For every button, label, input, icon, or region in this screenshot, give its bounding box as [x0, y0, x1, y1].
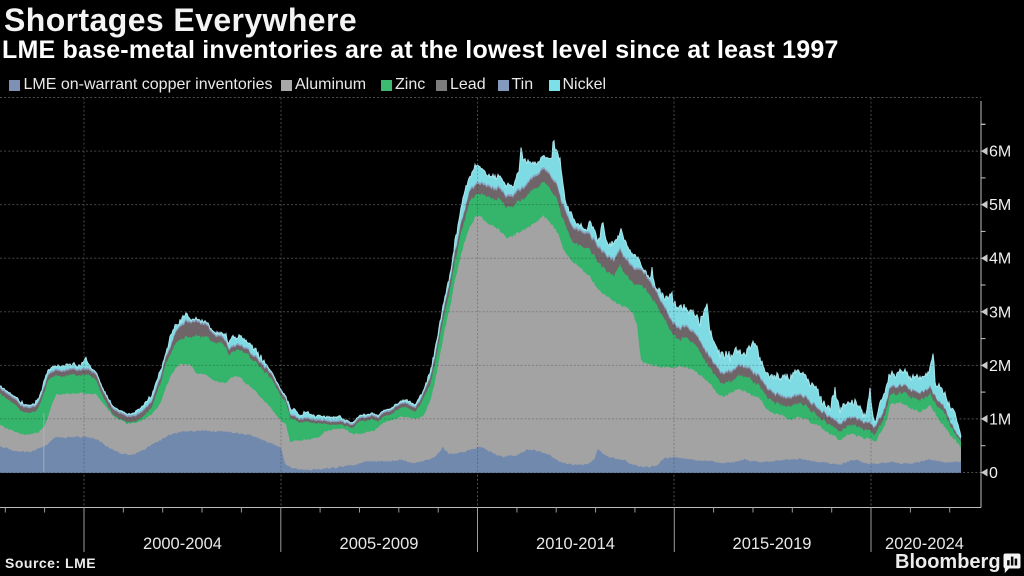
svg-text:2015-2019: 2015-2019: [733, 535, 812, 553]
svg-text:5M: 5M: [989, 197, 1011, 214]
svg-text:2M: 2M: [989, 358, 1011, 375]
svg-text:0: 0: [989, 465, 998, 482]
svg-text:3M: 3M: [989, 304, 1011, 321]
svg-text:2000-2004: 2000-2004: [143, 535, 222, 553]
svg-text:2005-2009: 2005-2009: [340, 535, 419, 553]
svg-text:4M: 4M: [989, 251, 1011, 268]
svg-text:1M: 1M: [989, 411, 1011, 428]
svg-text:6M: 6M: [989, 144, 1011, 161]
svg-text:2010-2014: 2010-2014: [536, 535, 615, 553]
svg-text:2020-2024: 2020-2024: [885, 535, 964, 553]
